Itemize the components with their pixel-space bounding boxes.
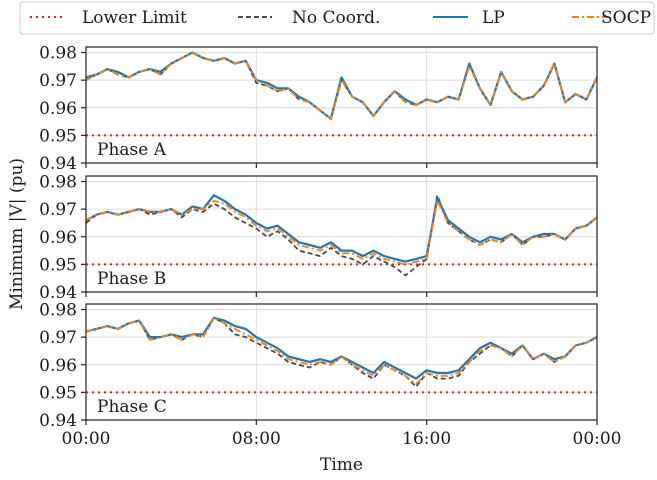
y-tick-label: 0.94 <box>39 154 77 174</box>
legend-label-0: Lower Limit <box>82 8 187 28</box>
legend-box <box>19 1 655 35</box>
series-socp-line <box>85 316 598 385</box>
series-no-coord--line <box>85 316 598 388</box>
x-tick-label: 00:00 <box>573 429 622 449</box>
series-socp-line <box>85 200 598 266</box>
y-tick-label: 0.96 <box>39 99 77 119</box>
y-tick-label: 0.95 <box>39 255 77 275</box>
legend-label-1: No Coord. <box>292 8 380 28</box>
y-tick-label: 0.96 <box>39 228 77 248</box>
panel-2: 0.94 0.95 0.96 0.97 0.98 Phase C <box>39 301 598 431</box>
series-lp-line <box>85 316 598 380</box>
panel-frame <box>85 303 598 421</box>
y-tick-label: 0.97 <box>39 200 77 220</box>
x-axis-title: Time <box>320 455 363 475</box>
series-lp-line <box>85 194 598 263</box>
y-tick-label: 0.95 <box>39 383 77 403</box>
series-lp-line <box>85 51 598 120</box>
y-tick-label: 0.94 <box>39 411 77 431</box>
series-socp-line <box>85 51 598 120</box>
y-tick-label: 0.98 <box>39 173 77 193</box>
phase-label: Phase C <box>97 397 167 417</box>
y-tick-label: 0.94 <box>39 283 77 303</box>
y-tick-label: 0.96 <box>39 356 77 376</box>
y-axis-title: Minimum |V| (pu) <box>7 158 27 310</box>
panel-frame <box>85 175 598 293</box>
panel-1: 0.94 0.95 0.96 0.97 0.98 Phase B <box>39 173 598 303</box>
y-tick-label: 0.97 <box>39 71 77 91</box>
y-tick-label: 0.98 <box>39 301 77 321</box>
y-tick-label: 0.95 <box>39 126 77 146</box>
phase-label: Phase A <box>97 140 167 160</box>
phase-label: Phase B <box>97 269 166 289</box>
panel-frame <box>85 46 598 164</box>
y-tick-label: 0.98 <box>39 44 77 64</box>
y-tick-label: 0.97 <box>39 328 77 348</box>
series-no-coord--line <box>85 194 598 277</box>
x-tick-label: 16:00 <box>402 429 451 449</box>
x-tick-label: 08:00 <box>232 429 281 449</box>
legend-label-3: SOCP <box>601 8 651 28</box>
panel-0: 0.94 0.95 0.96 0.97 0.98 Phase A <box>39 44 598 174</box>
x-tick-label: 00:00 <box>62 429 111 449</box>
series-no-coord--line <box>85 51 598 120</box>
legend-label-2: LP <box>482 8 505 28</box>
